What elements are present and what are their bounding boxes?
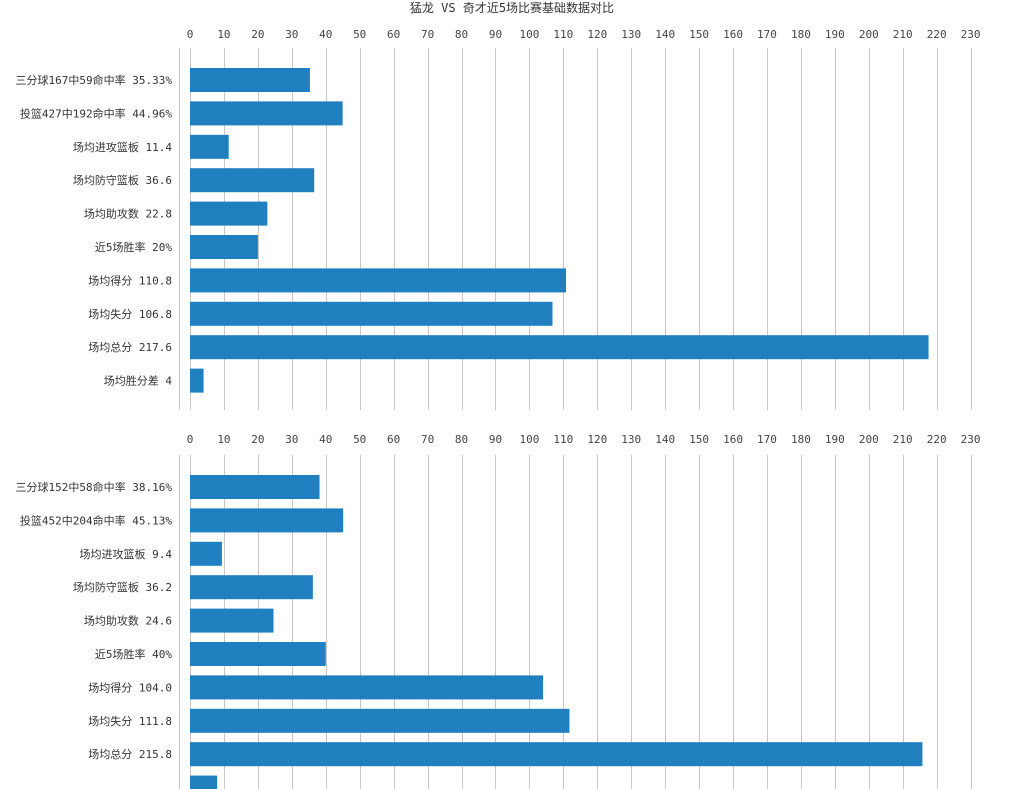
x-tick-label: 140	[655, 28, 675, 41]
x-tick-label: 180	[791, 28, 811, 41]
category-label: 场均失分 111.8	[88, 714, 172, 728]
x-tick-label: 100	[519, 28, 539, 41]
bar	[190, 168, 315, 193]
x-tick-label: 210	[893, 433, 913, 446]
bar	[190, 642, 326, 666]
x-tick-label: 190	[825, 28, 845, 41]
bar	[190, 775, 218, 789]
category-label: 近5场胜率 40%	[95, 647, 172, 661]
x-tick-label: 70	[421, 433, 434, 446]
x-tick-label: 140	[655, 433, 675, 446]
x-tick-label: 170	[757, 433, 777, 446]
category-label: 场均总分 215.8	[88, 747, 172, 761]
bar	[190, 101, 343, 126]
chart-title: 猛龙 VS 奇才近5场比赛基础数据对比	[410, 0, 614, 15]
raptors-stats-panel: 0 10 20 30 40 50 60 70 80 90 100 110 120 130 140 150 160…	[16, 28, 981, 410]
bar	[190, 742, 923, 767]
x-tick-label: 230	[961, 433, 981, 446]
x-tick-label: 30	[285, 28, 298, 41]
x-tick-label: 70	[421, 28, 434, 41]
x-tick-label: 110	[553, 433, 573, 446]
x-tick-label: 160	[723, 28, 743, 41]
bar	[190, 201, 268, 226]
x-tick-label: 0	[187, 433, 194, 446]
category-label: 场均得分 110.8	[88, 273, 172, 287]
x-tick-label: 20	[251, 433, 264, 446]
x-tick-label: 0	[187, 28, 194, 41]
bar	[190, 675, 543, 700]
x-tick-label: 100	[519, 433, 539, 446]
x-tick-label: 130	[621, 433, 641, 446]
category-label: 投篮427中192命中率 44.96%	[20, 106, 172, 120]
category-label: 场均助攻数 24.6	[84, 614, 172, 628]
x-tick-label: 20	[251, 28, 264, 41]
x-tick-label: 210	[893, 28, 913, 41]
bar	[190, 335, 929, 360]
x-tick-label: 60	[387, 28, 400, 41]
x-tick-label: 200	[859, 433, 879, 446]
category-label: 场均得分 104.0	[88, 680, 172, 694]
category-label: 场均助攻数 22.8	[84, 207, 172, 221]
x-tick-label: 180	[791, 433, 811, 446]
category-label: 三分球152中58命中率 38.16%	[16, 480, 173, 494]
bar	[190, 134, 229, 159]
bar	[190, 541, 222, 566]
x-tick-label: 120	[587, 433, 607, 446]
category-label: 场均总分 217.6	[88, 340, 172, 354]
category-label: 投篮452中204命中率 45.13%	[20, 513, 172, 527]
x-tick-label: 110	[553, 28, 573, 41]
x-tick-label: 200	[859, 28, 879, 41]
x-tick-label: 10	[217, 433, 230, 446]
x-tick-label: 120	[587, 28, 607, 41]
x-tick-label: 30	[285, 433, 298, 446]
category-label: 场均进攻篮板 11.4	[73, 140, 172, 154]
category-label: 场均胜分差 4	[104, 374, 173, 388]
x-tick-label: 90	[489, 433, 502, 446]
bar	[190, 301, 553, 326]
bar	[190, 68, 310, 92]
category-label: 场均失分 106.8	[88, 307, 172, 321]
x-tick-label: 80	[455, 433, 468, 446]
x-tick-label: 10	[217, 28, 230, 41]
bar	[190, 608, 274, 633]
bar	[190, 508, 344, 533]
bar	[190, 235, 258, 259]
category-label: 场均进攻篮板 9.4	[80, 547, 173, 561]
category-label: 三分球167中59命中率 35.33%	[16, 73, 173, 87]
category-label: 近5场胜率 20%	[95, 240, 172, 254]
bar	[190, 575, 313, 600]
x-tick-label: 130	[621, 28, 641, 41]
x-tick-label: 230	[961, 28, 981, 41]
x-tick-label: 40	[319, 433, 332, 446]
x-tick-label: 90	[489, 28, 502, 41]
wizards-stats-panel: 0 10 20 30 40 50 60 70 80 90 100 110 120 130 140 150 160…	[16, 433, 981, 789]
category-label: 场均防守篮板 36.2	[73, 580, 172, 594]
bar	[190, 475, 320, 499]
x-tick-label: 50	[353, 433, 366, 446]
x-tick-label: 50	[353, 28, 366, 41]
bar	[190, 268, 567, 293]
x-tick-label: 60	[387, 433, 400, 446]
category-label: 场均防守篮板 36.6	[73, 173, 172, 187]
x-tick-label: 150	[689, 28, 709, 41]
x-tick-label: 220	[927, 28, 947, 41]
x-tick-label: 170	[757, 28, 777, 41]
bar	[190, 368, 204, 393]
x-tick-label: 150	[689, 433, 709, 446]
x-tick-label: 190	[825, 433, 845, 446]
x-tick-label: 40	[319, 28, 332, 41]
x-tick-label: 220	[927, 433, 947, 446]
x-tick-label: 160	[723, 433, 743, 446]
bar	[190, 708, 570, 733]
x-tick-label: 80	[455, 28, 468, 41]
